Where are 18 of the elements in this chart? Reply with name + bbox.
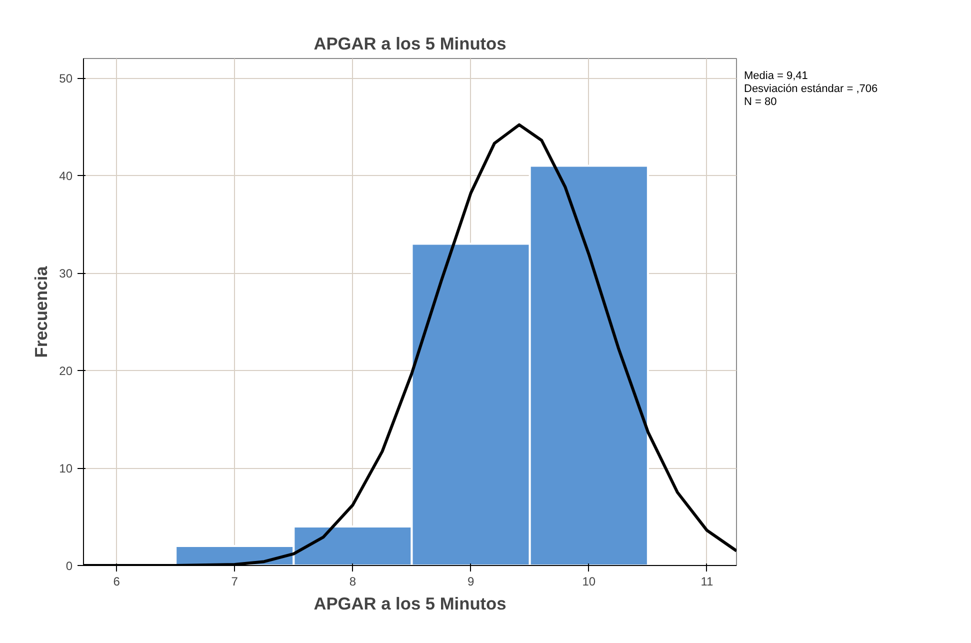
x-tick-label: 9 [467, 574, 474, 588]
text: N = 80 [744, 96, 777, 108]
y-tick-label: 20 [59, 364, 73, 378]
x-tick-label: 8 [349, 574, 356, 588]
x-tick-label: 10 [582, 574, 596, 588]
y-tick-label: 0 [66, 559, 73, 573]
x-tick-label: 7 [231, 574, 238, 588]
y-tick-label: 30 [59, 266, 73, 280]
chart-title: APGAR a los 5 Minutos [314, 34, 506, 54]
y-tick-label: 50 [59, 72, 73, 86]
x-axis-title: APGAR a los 5 Minutos [314, 594, 506, 614]
text: Desviación estándar = ,706 [744, 83, 878, 95]
y-tick-label: 10 [59, 462, 73, 476]
x-tick-label: 11 [700, 574, 714, 588]
x-tick-label: 6 [113, 574, 120, 588]
y-axis-title: Frecuencia [31, 266, 52, 358]
text: Media = 9,41 [744, 70, 808, 82]
y-tick-label: 40 [59, 169, 73, 183]
